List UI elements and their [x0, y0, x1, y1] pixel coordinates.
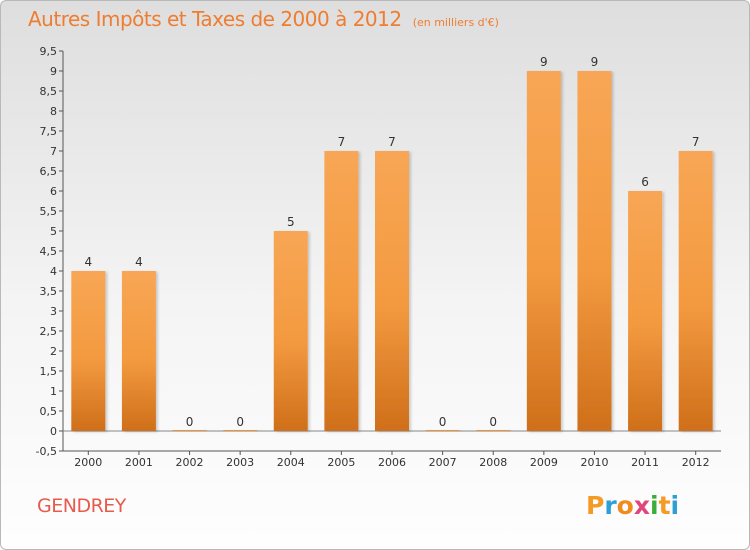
y-tick-label: 5,5: [40, 205, 58, 218]
y-tick-label: 8,5: [40, 85, 58, 98]
x-tick-label: 2001: [125, 456, 153, 469]
bar: [375, 151, 409, 431]
bar-value-label: 7: [388, 135, 396, 149]
bar-value-label: 9: [591, 55, 599, 69]
bar: [526, 71, 561, 431]
y-tick-label: 3,5: [40, 285, 58, 298]
y-tick-label: 1: [50, 385, 57, 398]
y-tick-label: 1,5: [40, 365, 58, 378]
x-tick-label: 2004: [277, 456, 305, 469]
bar: [628, 191, 663, 431]
x-tick-label: 2012: [682, 456, 710, 469]
x-tick-label: 2010: [580, 456, 608, 469]
bar-value-label: 4: [84, 255, 92, 269]
y-tick-label: 0: [50, 425, 57, 438]
commune-name: GENDREY: [37, 495, 126, 517]
logo-letter: o: [616, 491, 634, 520]
bar-value-label: 7: [692, 135, 700, 149]
y-tick-label: 7,5: [40, 125, 58, 138]
chart-header: Autres Impôts et Taxes de 2000 à 2012 (e…: [28, 7, 499, 31]
y-tick-label: 6: [50, 185, 57, 198]
bar: [476, 430, 511, 431]
y-tick-label: 5: [50, 225, 57, 238]
chart-subtitle: (en milliers d'€): [412, 16, 499, 29]
x-tick-label: 2011: [631, 456, 659, 469]
bar: [425, 430, 460, 431]
x-tick-label: 2009: [530, 456, 558, 469]
y-tick-label: 2: [50, 345, 57, 358]
proxiti-logo: Proxiti: [586, 491, 679, 520]
y-tick-label: 6,5: [40, 165, 58, 178]
bar-value-label: 9: [540, 55, 548, 69]
bar-value-label: 4: [135, 255, 143, 269]
bar-value-label: 0: [236, 415, 244, 429]
logo-letter: i: [650, 491, 659, 520]
x-tick-label: 2007: [429, 456, 457, 469]
x-tick-label: 2005: [327, 456, 355, 469]
bar-value-label: 7: [338, 135, 346, 149]
bar: [172, 430, 207, 431]
bar: [577, 71, 612, 431]
y-tick-label: 9,5: [40, 45, 58, 58]
bar: [223, 430, 258, 431]
bar-value-label: 5: [287, 215, 295, 229]
chart-title: Autres Impôts et Taxes de 2000 à 2012: [28, 7, 402, 31]
bar: [678, 151, 713, 431]
bar: [71, 271, 106, 431]
y-tick-label: 9: [50, 65, 57, 78]
y-tick-label: 2,5: [40, 325, 58, 338]
y-tick-label: 4: [50, 265, 57, 278]
bar-value-label: 0: [439, 415, 447, 429]
x-tick-label: 2002: [176, 456, 204, 469]
bar-value-label: 6: [641, 175, 649, 189]
x-tick-label: 2000: [74, 456, 102, 469]
logo-letter: r: [604, 491, 617, 520]
logo-letter: t: [658, 491, 671, 520]
y-tick-label: 4,5: [40, 245, 58, 258]
y-tick-label: -0,5: [36, 445, 57, 458]
x-tick-label: 2003: [226, 456, 254, 469]
bar-value-label: 0: [186, 415, 194, 429]
y-tick-label: 8: [50, 105, 57, 118]
bar: [273, 231, 308, 431]
y-tick-label: 3: [50, 305, 57, 318]
y-tick-label: 0,5: [40, 405, 58, 418]
logo-letter: i: [670, 491, 680, 520]
bar: [121, 271, 156, 431]
bar-value-label: 0: [489, 415, 497, 429]
x-tick-label: 2008: [479, 456, 507, 469]
logo-letter: P: [586, 491, 605, 520]
bar: [324, 151, 359, 431]
x-tick-label: 2006: [378, 456, 406, 469]
y-tick-label: 7: [50, 145, 57, 158]
logo-letter: x: [633, 491, 650, 520]
